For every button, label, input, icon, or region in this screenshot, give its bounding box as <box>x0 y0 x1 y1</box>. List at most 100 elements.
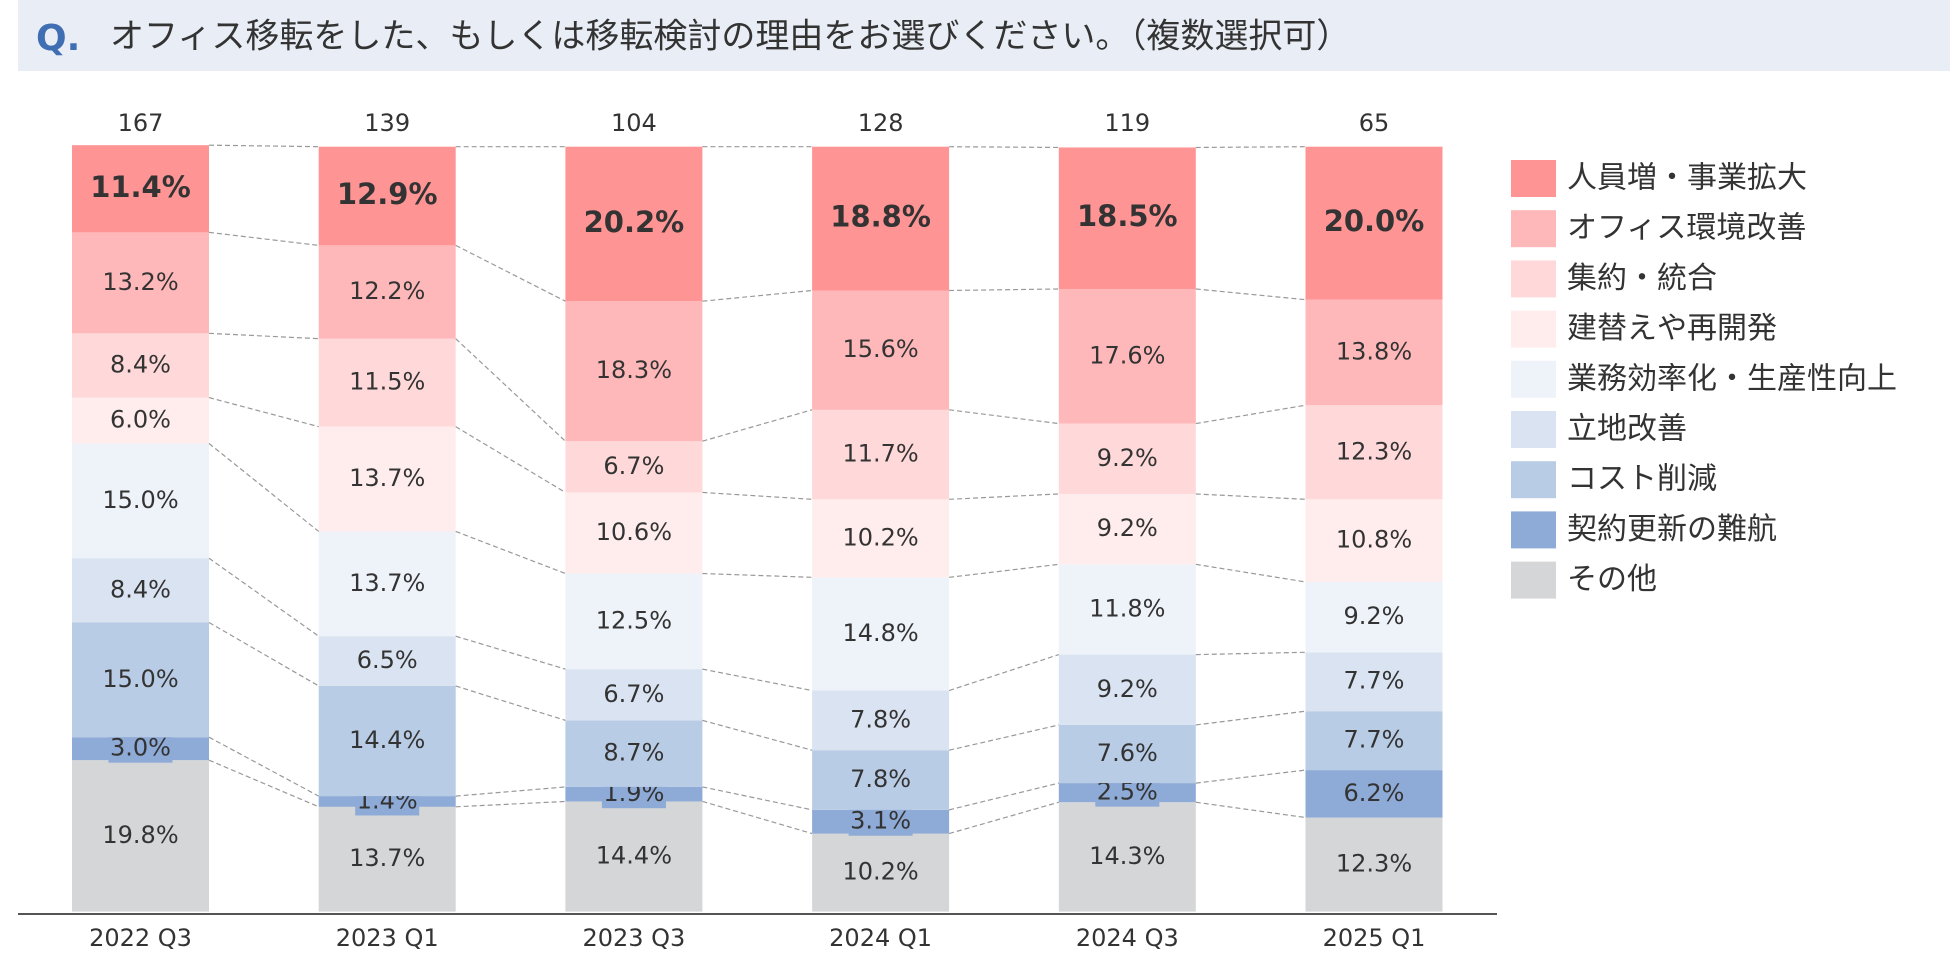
x-tick-label: 2023 Q3 <box>582 924 685 952</box>
bar-segment <box>565 492 703 574</box>
connector-line <box>949 288 1059 292</box>
connector-line <box>208 443 320 532</box>
data-label: 13.2% <box>102 268 178 296</box>
data-label: 8.7% <box>603 739 664 767</box>
bar-segment <box>318 636 456 686</box>
connector-line <box>702 572 813 578</box>
connector-line <box>702 409 813 442</box>
data-label: 9.2% <box>1097 444 1158 472</box>
bar-segment <box>1305 146 1443 300</box>
data-label: 11.8% <box>1089 594 1165 622</box>
data-label: 14.4% <box>596 842 672 870</box>
data-label: 11.5% <box>349 368 425 396</box>
legend-label: 建替えや再開発 <box>1567 311 1777 346</box>
bar-segment <box>1058 147 1196 289</box>
connector-line <box>948 801 1059 835</box>
data-label: 12.2% <box>349 277 425 305</box>
x-tick-label: 2024 Q1 <box>829 924 932 952</box>
data-label: 6.0% <box>110 406 171 434</box>
bar-segment <box>1058 423 1196 494</box>
connector-line <box>1195 651 1306 656</box>
data-label: 6.7% <box>603 452 664 480</box>
bar-segment <box>318 685 456 797</box>
bar-segment <box>1305 299 1443 406</box>
connector-line <box>949 493 1059 500</box>
data-label: 15.0% <box>102 486 178 514</box>
connector-line <box>208 144 319 148</box>
data-label: 8.4% <box>110 350 171 378</box>
label-bg <box>848 807 913 836</box>
connector-line <box>948 724 1059 751</box>
legend-swatch <box>1511 511 1556 549</box>
total-label: 104 <box>611 109 657 137</box>
data-label: 6.5% <box>357 646 418 674</box>
bar-segment <box>318 245 456 339</box>
data-label: 8.4% <box>110 575 171 603</box>
data-label: 9.2% <box>1097 675 1158 703</box>
bar-segment <box>1305 770 1443 818</box>
connector-line <box>455 685 566 721</box>
bar-segment <box>812 409 950 500</box>
data-label: 18.5% <box>1077 199 1178 233</box>
data-label: 3.1% <box>850 807 911 835</box>
data-label: 18.3% <box>596 356 672 384</box>
data-label: 13.7% <box>349 844 425 872</box>
connector-line <box>455 426 566 493</box>
data-label: 13.7% <box>349 464 425 492</box>
legend-label: 契約更新の難航 <box>1567 512 1777 547</box>
bar-segment <box>1305 652 1443 712</box>
bar-segment <box>1058 288 1196 424</box>
bar-segment <box>318 338 456 427</box>
data-label: 20.0% <box>1324 204 1425 238</box>
total-label: 65 <box>1359 109 1390 137</box>
x-tick-label: 2023 Q1 <box>336 924 439 952</box>
legend-swatch <box>1511 310 1556 348</box>
bar-segment <box>565 573 703 670</box>
legend-swatch <box>1511 411 1556 448</box>
connector-line <box>1195 288 1306 301</box>
data-label: 7.8% <box>850 765 911 793</box>
data-label: 11.4% <box>90 170 191 204</box>
data-label: 14.4% <box>349 726 425 754</box>
bar-segment <box>1058 493 1196 565</box>
title-bar <box>18 0 1950 71</box>
bar-segment <box>1305 499 1443 582</box>
bar-segment <box>565 146 703 302</box>
bar-segment <box>565 669 703 721</box>
data-label: 11.7% <box>842 440 918 468</box>
bar-segment <box>1058 564 1196 655</box>
connector-line <box>455 244 566 302</box>
label-bg <box>108 734 173 763</box>
legend-label: 集約・統合 <box>1567 261 1717 296</box>
bar-segment <box>318 426 456 532</box>
data-label: 14.3% <box>1089 842 1165 870</box>
connector-line <box>949 563 1059 578</box>
connector-line <box>1195 146 1306 149</box>
data-label: 19.8% <box>102 821 178 849</box>
bar-segment <box>812 499 950 578</box>
bar-segment <box>1305 581 1443 653</box>
bar-segment <box>565 441 703 493</box>
data-label: 18.8% <box>830 200 931 234</box>
connector-line <box>702 289 813 302</box>
bar-segment <box>1058 802 1196 912</box>
bar-segment <box>318 531 456 637</box>
bar-segment <box>72 232 209 334</box>
bar-segment <box>812 577 950 691</box>
connector-line <box>1195 769 1306 784</box>
data-label: 10.2% <box>842 858 918 886</box>
data-label: 13.7% <box>349 569 425 597</box>
legend-swatch <box>1511 160 1556 197</box>
connector-line <box>1195 493 1306 500</box>
data-label: 9.2% <box>1097 514 1158 542</box>
data-label: 10.6% <box>596 518 672 546</box>
connector-line <box>702 719 813 751</box>
bar-segment <box>1305 405 1443 500</box>
title-prefix: Q. <box>36 18 80 59</box>
legend-label: 業務効率化・生産性向上 <box>1567 361 1897 396</box>
bar-segment <box>812 750 950 810</box>
connector-line <box>702 800 813 835</box>
connector-line <box>208 231 319 246</box>
data-label: 17.6% <box>1089 341 1165 369</box>
